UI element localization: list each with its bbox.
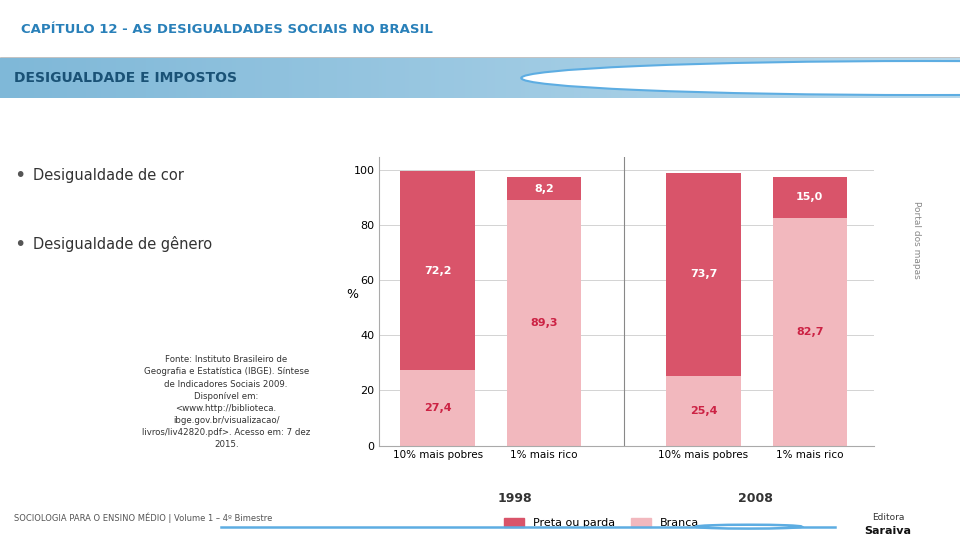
Text: DESIGUALDADE E IMPOSTOS: DESIGUALDADE E IMPOSTOS xyxy=(14,71,237,85)
Text: 27,4: 27,4 xyxy=(424,403,451,413)
Text: Editora: Editora xyxy=(872,512,904,522)
Text: Saraiva: Saraiva xyxy=(865,526,911,536)
Legend: Preta ou parda, Branca: Preta ou parda, Branca xyxy=(499,513,704,532)
Text: Portal dos mapas: Portal dos mapas xyxy=(912,201,922,279)
Text: 82,7: 82,7 xyxy=(796,327,824,337)
Text: 73,7: 73,7 xyxy=(690,269,717,279)
Text: Fonte: Instituto Brasileiro de
Geografia e Estatística (IBGE). Síntese
de Indica: Fonte: Instituto Brasileiro de Geografia… xyxy=(142,355,310,449)
Bar xyxy=(400,172,475,370)
Circle shape xyxy=(696,525,802,529)
Text: 15,0: 15,0 xyxy=(796,192,824,202)
Y-axis label: %: % xyxy=(346,288,358,301)
Bar xyxy=(666,376,741,446)
Text: 25,4: 25,4 xyxy=(689,406,717,416)
Text: 8,2: 8,2 xyxy=(534,184,554,193)
Bar xyxy=(507,200,581,446)
Text: 89,3: 89,3 xyxy=(530,318,558,328)
Text: Distribuição de renda familiar per capita por cor ou raça
no Brasil (1998-2008): Distribuição de renda familiar per capit… xyxy=(417,110,791,141)
Text: Desigualdade de gênero: Desigualdade de gênero xyxy=(33,237,212,252)
Bar xyxy=(666,173,741,376)
Bar xyxy=(773,177,847,218)
Circle shape xyxy=(521,61,960,95)
Text: 1998: 1998 xyxy=(498,492,533,505)
Bar xyxy=(400,370,475,446)
Text: 72,2: 72,2 xyxy=(424,266,451,276)
Text: CAPÍTULO 12 - AS DESIGUALDADES SOCIAIS NO BRASIL: CAPÍTULO 12 - AS DESIGUALDADES SOCIAIS N… xyxy=(21,23,433,36)
Text: •: • xyxy=(14,235,26,254)
Text: Desigualdade de cor: Desigualdade de cor xyxy=(33,168,183,183)
Text: SOCIOLOGIA PARA O ENSINO MÉDIO | Volume 1 – 4º Bimestre: SOCIOLOGIA PARA O ENSINO MÉDIO | Volume … xyxy=(14,513,273,523)
Bar xyxy=(507,177,581,200)
Bar xyxy=(773,218,847,446)
Text: •: • xyxy=(14,166,26,185)
Text: 2008: 2008 xyxy=(737,492,773,505)
